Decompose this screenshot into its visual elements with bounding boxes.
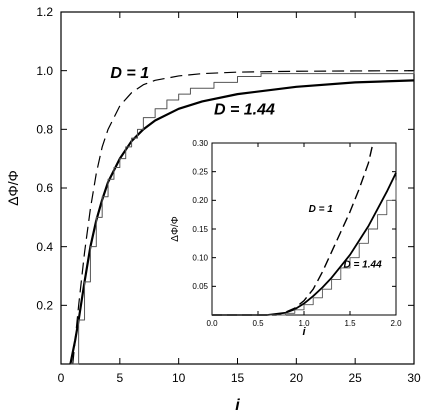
inset-x-tick-label: 2.0 bbox=[390, 319, 402, 328]
inset-x-tick-label: 1.0 bbox=[298, 319, 310, 328]
inset-x-tick-label: 1.5 bbox=[344, 319, 356, 328]
inset-y-tick-label: 0.25 bbox=[192, 167, 208, 176]
main-series-line-0 bbox=[72, 70, 415, 365]
inset-x-axis-title: i bbox=[302, 326, 306, 338]
inset-y-tick-label: 0.20 bbox=[192, 196, 208, 205]
main-x-tick-label: 30 bbox=[407, 371, 421, 385]
main-x-tick-label: 20 bbox=[290, 371, 304, 385]
main-y-tick-label: 0.8 bbox=[36, 123, 53, 137]
main-series-line-2 bbox=[70, 70, 415, 365]
main-y-tick-label: 1.0 bbox=[36, 64, 53, 78]
main-x-axis-title: i bbox=[235, 397, 240, 414]
inset-plot: 0.0 0.5 1.0 1.5 2.0 0.05 0.10 0.15 0.20 0.25 0.30 i… bbox=[170, 139, 402, 338]
main-x-tick-label: 15 bbox=[231, 371, 245, 385]
inset-curve-label-1: D = 1.44 bbox=[344, 259, 383, 270]
inset-curve-label-0: D = 1 bbox=[309, 204, 334, 215]
main-y-tick-label: 0.6 bbox=[36, 181, 53, 195]
main-y-tick-label: 1.2 bbox=[36, 5, 53, 19]
main-x-tick-label: 10 bbox=[172, 371, 186, 385]
main-y-tick-label: 0.2 bbox=[36, 299, 53, 313]
inset-x-tick-label: 0.5 bbox=[252, 319, 264, 328]
inset-series-line-1 bbox=[212, 172, 397, 316]
main-curve-label-0: D = 1 bbox=[110, 65, 149, 82]
inset-x-tick-label: 0.0 bbox=[206, 319, 218, 328]
inset-y-tick-label: 0.15 bbox=[192, 225, 208, 234]
inset-y-axis-title: ΔΦ/Φ bbox=[170, 216, 181, 241]
main-x-tick-label: 0 bbox=[58, 371, 65, 385]
main-y-tick-label: 0.4 bbox=[36, 240, 53, 254]
main-curve-label-1: D = 1.44 bbox=[214, 102, 275, 119]
inset-y-tick-label: 0.05 bbox=[192, 282, 208, 291]
main-y-axis-title: ΔΦ/Φ bbox=[5, 170, 21, 206]
inset-y-tick-label: 0.30 bbox=[192, 139, 208, 148]
main-x-tick-label: 5 bbox=[116, 371, 123, 385]
inset-series-line-2 bbox=[212, 180, 397, 316]
main-x-tick-label: 25 bbox=[348, 371, 362, 385]
inset-y-tick-label: 0.10 bbox=[192, 253, 208, 262]
